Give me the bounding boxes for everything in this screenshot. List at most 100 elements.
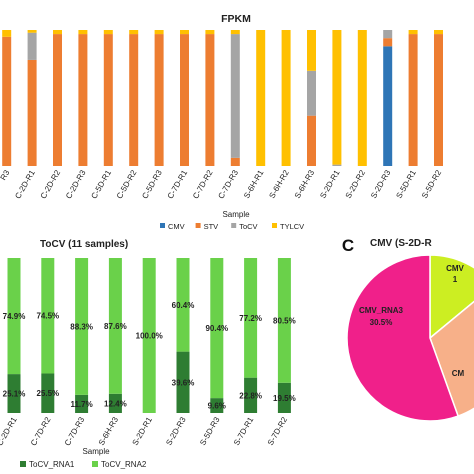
fpkm-legend-swatch: [272, 223, 277, 228]
tocv-legend-label: ToCV_RNA1: [29, 460, 75, 469]
tocv-data-label: 74.9%: [3, 312, 26, 321]
fpkm-x-axis-label: Sample: [222, 210, 250, 219]
fpkm-bar-cmv: [383, 46, 393, 166]
fpkm-bar-stv: [230, 157, 240, 166]
fpkm-bar-tylcv: [27, 30, 37, 33]
tocv-data-label: 77.2%: [239, 314, 262, 323]
tocv-tick-label: C-7D-R2: [29, 415, 53, 447]
tocv-x-axis-label: Sample: [82, 447, 110, 456]
fpkm-bar-stv: [408, 34, 418, 166]
tocv-bar-rna2: [176, 258, 190, 352]
fpkm-bar-tylcv: [307, 30, 316, 71]
fpkm-tick-label: S-5D-R1: [394, 168, 418, 200]
tocv-data-label: 87.6%: [104, 322, 127, 331]
fpkm-tick-labels: R3 C-2D-R1 C-2D-R2 C-2D-R3 C-5D-R1 C-5D-R2 C-5…: [0, 168, 444, 200]
fpkm-bar-tylcv: [434, 30, 443, 35]
fpkm-bar-stv: [78, 34, 88, 166]
pie-label: CM: [452, 369, 465, 378]
tocv-data-label: 11.7%: [70, 400, 92, 409]
fpkm-tick-label: C-5D-R3: [140, 168, 164, 200]
tocv-bar-rna2: [108, 258, 122, 394]
fpkm-bar-stv: [180, 34, 189, 166]
fpkm-legend-label: STV: [204, 222, 219, 231]
fpkm-tick-label: C-5D-R1: [89, 168, 113, 200]
tocv-bar-rna1: [7, 374, 21, 413]
fpkm-legend-swatch: [195, 223, 201, 228]
pie-slice: [346, 254, 460, 422]
tocv-data-label: 39.6%: [172, 378, 195, 387]
fpkm-bar-tylcv: [103, 30, 113, 35]
tocv-legend-swatch: [92, 461, 98, 467]
fpkm-bar-tylcv: [357, 30, 367, 166]
tocv-bar-rna1: [108, 393, 122, 413]
tocv-bar-rna1: [277, 382, 291, 413]
fpkm-bar-stv: [307, 115, 316, 166]
tocv-bar-rna1: [41, 373, 55, 413]
tocv-legend-swatch: [20, 461, 26, 467]
fpkm-bar-tylcv: [332, 30, 342, 165]
tocv-data-label: 9.6%: [208, 402, 226, 411]
tocv-bar-rna2: [277, 258, 291, 383]
tocv-bar-rna1: [244, 377, 258, 413]
tocv-tick-label: S-7D-R1: [232, 415, 256, 447]
fpkm-bar-tylcv: [281, 30, 291, 166]
pie-slice: [429, 300, 474, 418]
tocv-tick-label: C-7D-R3: [63, 415, 87, 447]
tocv-data-label: 88.3%: [70, 322, 93, 331]
fpkm-bars: [2, 30, 443, 166]
fpkm-bar-stv: [154, 34, 164, 166]
fpkm-tick-label: S-6H-R1: [242, 168, 266, 200]
pie-slice: [429, 254, 474, 340]
cmv-pie-title: CMV (S-2D-R: [370, 238, 432, 249]
fpkm-tick-label: C-5D-R2: [115, 168, 139, 200]
fpkm-bar-stv: [27, 59, 37, 166]
panel-c-letter: C: [342, 236, 354, 255]
fpkm-bar-stv: [2, 36, 12, 166]
fpkm-tick-label: C-7D-R2: [191, 168, 215, 200]
tocv-bar-rna2: [210, 258, 224, 399]
fpkm-legend-swatch: [160, 223, 165, 228]
tocv-tick-label: S-2D-R3: [164, 415, 188, 447]
tocv-panel: ToCV (11 samples) 74.9% 25.1% 74.5% 25.5% 88…: [0, 239, 296, 469]
tocv-bars: 74.9% 25.1% 74.5% 25.5% 88.3% 11.7% 87.6% 12.4%…: [3, 258, 296, 413]
fpkm-bar-stv: [103, 34, 113, 166]
cmv-pie: CMV 1 CMV_RNA3 30.5% CM: [346, 254, 474, 422]
fpkm-bar-tocv: [332, 164, 342, 166]
pie-label-value: 1: [453, 275, 458, 284]
fpkm-tick-label: C-2D-R1: [13, 168, 37, 200]
tocv-tick-label: S-7D-R2: [266, 415, 290, 447]
tocv-data-label: 80.5%: [273, 316, 296, 325]
fpkm-bar-tylcv: [230, 30, 240, 35]
fpkm-bar-stv: [434, 34, 443, 166]
fpkm-bar-tylcv: [256, 30, 266, 166]
fpkm-tick-label: C-2D-R3: [64, 168, 88, 200]
fpkm-bar-tylcv: [205, 30, 215, 35]
fpkm-legend-label: CMV: [168, 222, 185, 231]
fpkm-bar-stv: [129, 34, 139, 166]
fpkm-bar-tocv: [230, 34, 240, 158]
tocv-data-label: 22.8%: [239, 391, 262, 400]
fpkm-tick-label: S-5D-R2: [420, 168, 444, 200]
tocv-data-label: 90.4%: [205, 324, 228, 333]
fpkm-bar-stv: [383, 38, 393, 47]
tocv-tick-labels: C-2D-R1 C-7D-R2 C-7D-R3 S-6H-R3 S-2D-R1 S-2D-…: [0, 415, 289, 447]
tocv-legend-label: ToCV_RNA2: [101, 460, 147, 469]
fpkm-tick-label: S-2D-R3: [369, 168, 393, 200]
fpkm-tick-label: C-7D-R1: [166, 168, 190, 200]
fpkm-tick-label: S-2D-R2: [344, 168, 368, 200]
tocv-tick-label: S-6H-R3: [97, 415, 121, 447]
tocv-data-label: 74.5%: [36, 312, 59, 321]
tocv-data-label: 25.5%: [36, 389, 59, 398]
fpkm-bar-tocv: [307, 70, 316, 116]
fpkm-tick-label: S-6H-R3: [293, 168, 317, 200]
cmv-pie-panel: C CMV (S-2D-R CMV 1 CMV_RNA3 30.5% CM: [342, 236, 474, 422]
tocv-tick-label: S-2D-R1: [131, 415, 155, 447]
fpkm-bar-tylcv: [2, 30, 12, 37]
tocv-tick-label: S-5D-R3: [198, 415, 222, 447]
fpkm-bar-tylcv: [129, 30, 139, 35]
tocv-bar-rna2: [41, 258, 55, 374]
fpkm-bar-stv: [53, 34, 62, 166]
tocv-title: ToCV (11 samples): [40, 239, 128, 250]
fpkm-tick-label: C-7D-R3: [216, 168, 240, 200]
fpkm-title: FPKM: [221, 13, 251, 25]
